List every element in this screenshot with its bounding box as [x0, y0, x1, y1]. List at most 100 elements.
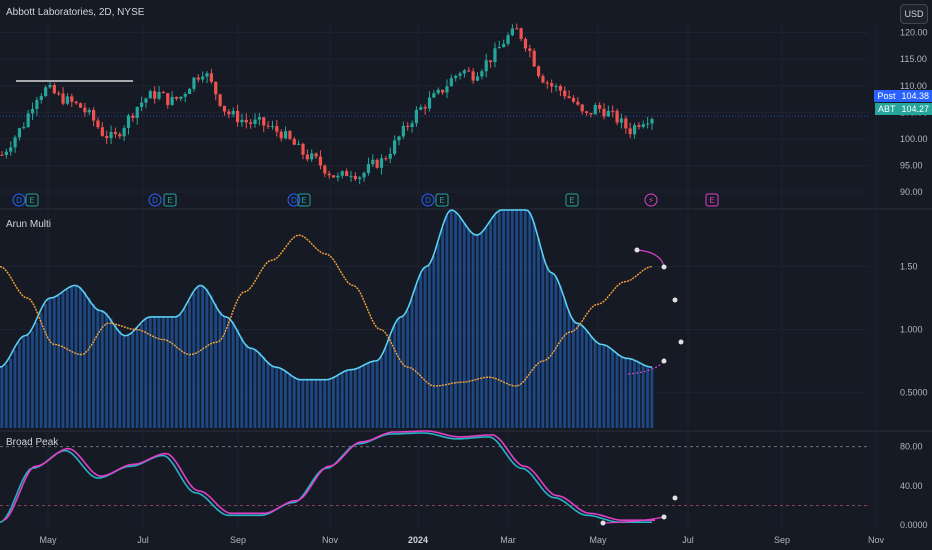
candle-body	[231, 110, 235, 115]
arun-multi-label: Arun Multi	[6, 219, 52, 230]
histogram-bar	[222, 315, 226, 428]
candle-body	[105, 135, 109, 139]
candle-body	[462, 70, 467, 74]
histogram-bar	[79, 286, 82, 428]
abt-price-tag: ABT 104.27	[874, 103, 932, 115]
histogram-bar	[349, 369, 353, 428]
candle-body	[22, 126, 26, 129]
candle-body	[611, 110, 615, 112]
candle-body	[52, 84, 56, 94]
histogram-bar	[148, 317, 152, 428]
x-tick-label: Mar	[500, 535, 516, 545]
histogram-bar	[39, 312, 43, 428]
projection-point	[678, 339, 684, 345]
event-marker-label: E	[301, 196, 306, 205]
candle-body	[244, 119, 248, 123]
currency-button[interactable]: USD	[900, 4, 928, 24]
histogram-bar	[366, 363, 370, 428]
broad-peak-label: Broad Peak	[6, 437, 59, 448]
candle-body	[523, 38, 528, 49]
broad-peak-magenta-line	[2, 430, 655, 521]
candle-body	[13, 137, 17, 148]
candle-body	[214, 81, 218, 95]
histogram-bar	[284, 370, 287, 428]
candle-body	[196, 77, 200, 80]
x-tick-label: May	[39, 535, 57, 545]
candle-body	[314, 153, 318, 157]
histogram-bar	[92, 303, 95, 428]
event-marker-label: D	[425, 196, 431, 205]
event-markers: D E D E D E D E E ⚡ E	[12, 193, 719, 207]
histogram-bar	[105, 312, 108, 428]
event-marker-label: E	[29, 196, 34, 205]
histogram-bar	[467, 228, 471, 428]
histogram-bar	[240, 337, 244, 428]
candle-body	[619, 118, 624, 123]
histogram-bar	[13, 350, 17, 428]
histogram-bar	[633, 360, 636, 428]
earnings-marker	[435, 193, 449, 207]
candle-body	[458, 73, 462, 76]
candle-body	[358, 177, 362, 180]
histogram-bar	[297, 379, 300, 428]
event-marker-label: D	[16, 196, 22, 205]
histogram-bar	[214, 303, 218, 428]
histogram-bar	[619, 356, 623, 428]
x-tick-label: Sep	[774, 535, 790, 545]
candle-body	[275, 126, 279, 132]
candle-body	[650, 119, 654, 124]
histogram-bar	[541, 254, 545, 428]
candle-body	[550, 83, 554, 87]
indicator-tick-label: 0.5000	[900, 387, 928, 397]
candle-body	[187, 88, 192, 94]
candle-body	[445, 86, 449, 93]
histogram-bar	[567, 311, 571, 428]
histogram-bar	[606, 346, 610, 428]
candle-body	[209, 73, 213, 82]
histogram-bar	[166, 316, 170, 428]
histogram-bar	[401, 316, 405, 428]
candle-body	[87, 110, 91, 113]
candle-body	[222, 105, 227, 112]
candle-body	[558, 86, 562, 91]
event-marker-label: E	[439, 196, 444, 205]
histogram-bar	[563, 298, 567, 428]
candle-body	[131, 115, 135, 118]
histogram-bar	[131, 333, 135, 428]
candle-body	[35, 99, 39, 109]
histogram-bar	[218, 311, 222, 428]
histogram-bar	[318, 379, 322, 428]
projection-arrow-upper	[636, 249, 665, 267]
candle-body	[419, 107, 423, 110]
candle-body	[4, 151, 8, 155]
histogram-bar	[523, 210, 527, 428]
histogram-bar	[545, 267, 549, 428]
candle-body	[502, 43, 506, 48]
candle-body	[205, 73, 209, 77]
candle-body	[78, 103, 83, 108]
candle-body	[353, 175, 357, 180]
candle-body	[336, 175, 340, 178]
candle-body	[240, 119, 244, 123]
candle-body	[593, 105, 597, 115]
candle-body	[262, 117, 266, 126]
candle-body	[96, 120, 100, 128]
histogram-bar	[615, 353, 619, 428]
histogram-bar	[515, 210, 519, 428]
candle-body	[536, 66, 541, 77]
dividend-marker	[12, 193, 26, 207]
histogram-bar	[26, 335, 30, 428]
histogram-bar	[646, 366, 649, 428]
histogram-bar	[140, 323, 143, 428]
histogram-bar	[96, 308, 100, 428]
histogram-bar	[179, 314, 183, 428]
histogram-bar	[537, 237, 540, 428]
candle-body	[371, 159, 375, 165]
candle-body	[406, 125, 410, 127]
histogram-bar	[550, 272, 553, 428]
histogram-bar	[323, 379, 327, 428]
histogram-bar	[161, 316, 165, 428]
candle-body	[100, 127, 104, 136]
candle-body	[57, 93, 61, 95]
histogram-bar	[205, 288, 209, 428]
